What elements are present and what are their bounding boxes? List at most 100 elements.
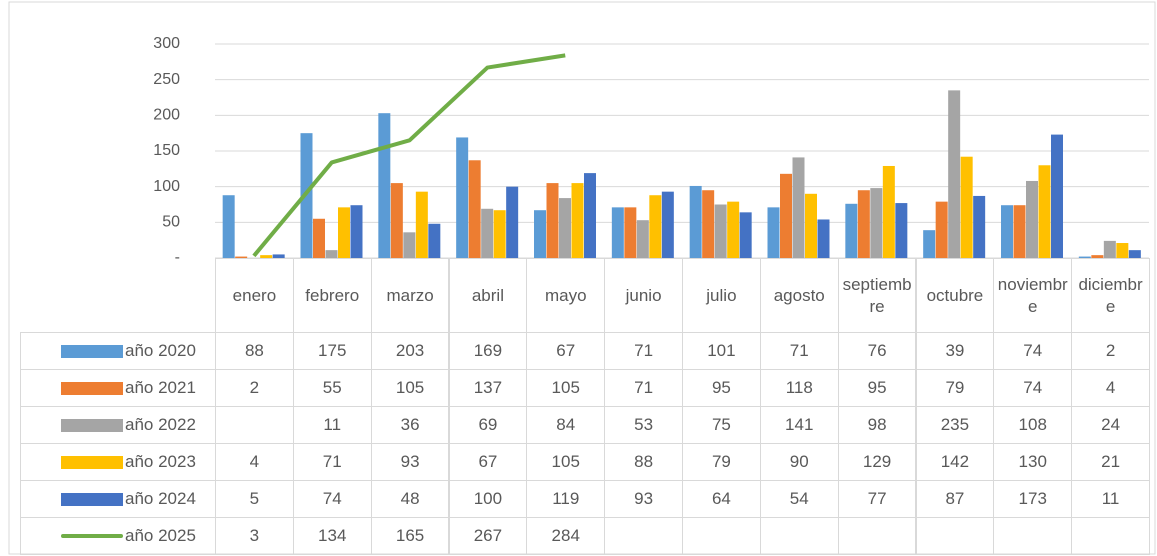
- table-value: 105: [526, 369, 606, 407]
- table-value: 76: [837, 332, 917, 370]
- table-value: 71: [759, 332, 839, 370]
- table-value: 118: [759, 369, 839, 407]
- bar: [325, 250, 338, 258]
- x-tick-label: junio: [604, 258, 683, 333]
- table-value: 21: [1071, 443, 1150, 481]
- x-tick-label: agosto: [759, 258, 839, 333]
- bar: [882, 165, 895, 258]
- bar: [805, 193, 817, 258]
- table-value: 71: [604, 332, 683, 370]
- bar: [559, 198, 571, 258]
- bar: [857, 190, 870, 258]
- table-value: 119: [526, 480, 606, 518]
- table-value: 235: [915, 406, 995, 444]
- legend-key: [61, 455, 123, 469]
- table-value: 79: [682, 443, 761, 481]
- table-value: [837, 517, 917, 555]
- bar: [481, 208, 494, 258]
- table-value: 74: [292, 480, 372, 518]
- table-value: 2: [215, 369, 294, 407]
- legend-cell: año 2021: [20, 369, 216, 407]
- y-tick-label: 150: [153, 142, 180, 159]
- table-value: 2: [1071, 332, 1150, 370]
- legend-key: [61, 418, 123, 432]
- bar: [1026, 180, 1038, 258]
- legend-label: año 2020: [125, 341, 196, 360]
- bar: [493, 210, 506, 258]
- table-value: 267: [448, 517, 528, 555]
- y-tick-label: 100: [153, 178, 180, 195]
- bar: [739, 212, 752, 258]
- x-tick-label: septiembre: [837, 258, 917, 333]
- table-value: [915, 517, 995, 555]
- table-value: 71: [604, 369, 683, 407]
- table-value: 141: [759, 406, 839, 444]
- bar: [845, 203, 858, 258]
- bar: [584, 173, 596, 258]
- table-value: 4: [215, 443, 294, 481]
- bar: [235, 256, 248, 258]
- bar: [611, 207, 624, 258]
- table-value: 105: [526, 443, 606, 481]
- table-value: 84: [526, 406, 606, 444]
- table-value: 105: [370, 369, 450, 407]
- bar: [1013, 205, 1026, 258]
- table-value: 98: [837, 406, 917, 444]
- table-value: [993, 517, 1073, 555]
- table-value: 93: [370, 443, 450, 481]
- table-value: 11: [1071, 480, 1150, 518]
- table-value: 137: [448, 369, 528, 407]
- bar: [960, 156, 973, 258]
- table-value: 93: [604, 480, 683, 518]
- table-value: 48: [370, 480, 450, 518]
- bar: [390, 183, 403, 258]
- legend-label: año 2023: [125, 452, 196, 471]
- bar: [313, 218, 325, 258]
- legend-cell: año 2023: [20, 443, 216, 481]
- bar: [338, 207, 350, 258]
- table-value: 54: [759, 480, 839, 518]
- bar: [636, 220, 649, 258]
- table-value: 79: [915, 369, 995, 407]
- bar: [624, 207, 637, 258]
- table-value: 101: [682, 332, 761, 370]
- x-tick-label: febrero: [292, 258, 372, 333]
- y-tick-label: 300: [153, 35, 180, 52]
- x-tick-label: julio: [682, 258, 761, 333]
- bar: [714, 204, 727, 258]
- bar: [403, 232, 416, 258]
- table-value: [682, 517, 761, 555]
- table-value: [1071, 517, 1150, 555]
- bar: [1091, 255, 1104, 258]
- legend-label: año 2022: [125, 415, 196, 434]
- table-value: 4: [1071, 369, 1150, 407]
- bar: [534, 210, 546, 258]
- table-value: 95: [837, 369, 917, 407]
- bar: [272, 254, 285, 258]
- bar: [767, 207, 780, 258]
- bar: [935, 201, 948, 258]
- bar: [870, 188, 883, 258]
- table-value: 55: [292, 369, 372, 407]
- bar: [1001, 205, 1013, 258]
- bar: [817, 219, 830, 258]
- legend-cell: año 2025: [20, 517, 216, 555]
- bar: [260, 255, 273, 258]
- legend-cell: año 2022: [20, 406, 216, 444]
- table-value: 88: [604, 443, 683, 481]
- table-value: 100: [448, 480, 528, 518]
- table-value: 173: [993, 480, 1073, 518]
- bar: [1078, 256, 1091, 258]
- table-value: 71: [292, 443, 372, 481]
- legend-key: [61, 534, 123, 538]
- table-value: 24: [1071, 406, 1150, 444]
- table-value: 129: [837, 443, 917, 481]
- bar: [1116, 243, 1129, 258]
- legend-label: año 2024: [125, 489, 196, 508]
- table-value: 175: [292, 332, 372, 370]
- bar: [727, 201, 740, 258]
- table-value: 134: [292, 517, 372, 555]
- table-value: 75: [682, 406, 761, 444]
- table-value: [759, 517, 839, 555]
